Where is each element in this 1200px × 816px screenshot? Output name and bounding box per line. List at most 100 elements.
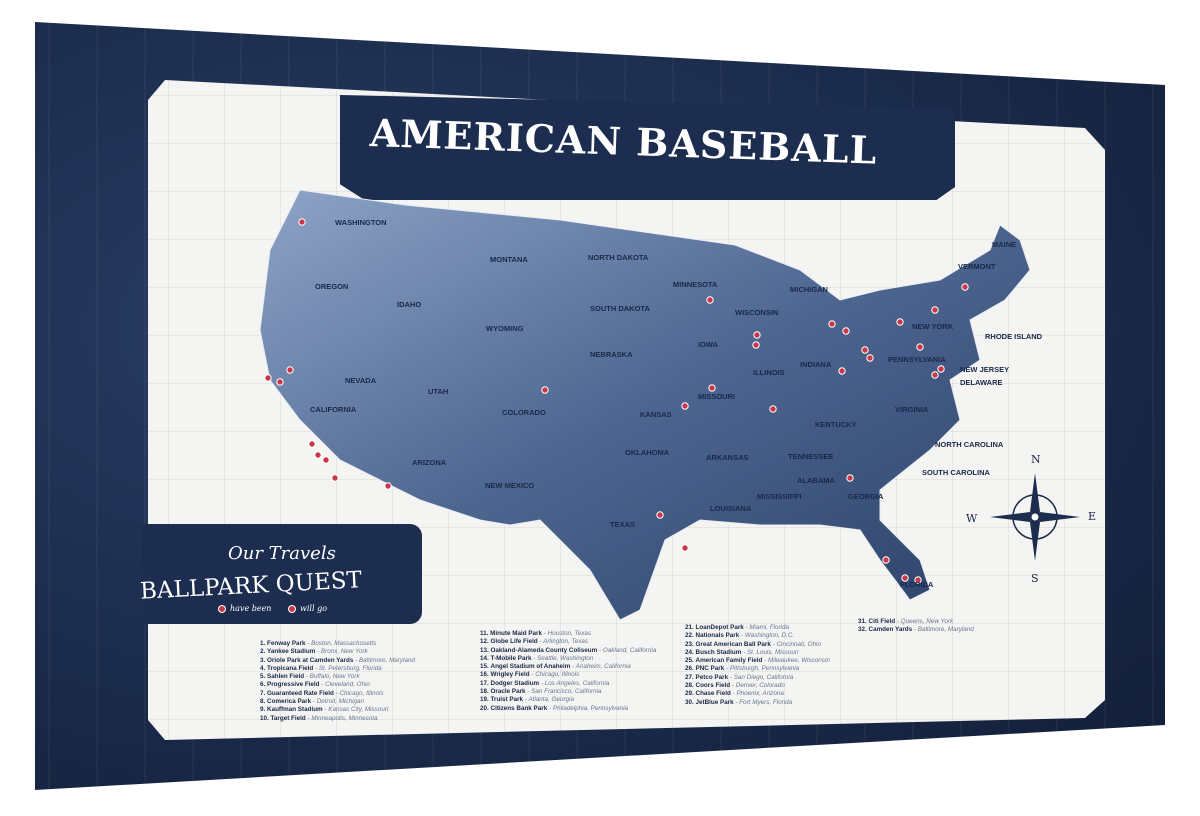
ballpark-location: Atlanta, Georgia [528,696,574,704]
title-banner [340,95,955,200]
ballpark-number: 3. [260,656,266,664]
state-label: OKLAHOMA [625,448,670,457]
ballpark-name: Oriole Park at Camden Yards [267,656,354,664]
ballpark-number: 13. [480,646,489,654]
state-label: IDAHO [397,300,422,309]
pin-icon [288,604,296,613]
ballpark-number: 16. [480,671,489,679]
ballpark-pin [298,218,306,226]
ballpark-number: 19. [480,696,489,704]
ballpark-list-col-2: 11. Minute Maid Park - Houston, Texas 12.… [480,630,656,713]
compass-s: S [1031,572,1039,585]
ballpark-location: St. Louis, Missouri [746,648,799,656]
ballpark-location: Cleveland, Ohio [325,681,370,689]
ballpark-list-col-4: 31. Citi Field - Queens, New York 32. Cam… [858,618,974,635]
ballpark-pin [753,331,761,339]
state-label: WASHINGTON [335,218,387,227]
ballpark-location: Phoenix, Arizona [736,690,784,698]
ballpark-pin [708,384,716,392]
ballpark-name: Busch Stadium [695,648,742,656]
ballpark-number: 5. [260,673,266,681]
ballpark-name: Great American Ball Park [695,640,771,648]
ballpark-location: Bronx, New York [320,648,368,656]
ballpark-list-item: 18. Oracle Park - San Francisco, Califor… [480,688,602,696]
ballpark-name: Truist Park [490,696,524,704]
ballpark-number: 18. [480,688,489,696]
ballpark-pin [914,576,922,584]
ballpark-list-item: 14. T-Mobile Park - Seattle, Washington [480,654,594,662]
ballpark-pin [882,556,890,564]
ballpark-location: Minneapolis, Minnesota [311,714,378,722]
ballpark-name: Chase Field [695,690,731,698]
pin-icon [218,604,226,613]
ballpark-name: Progressive Field [267,681,320,689]
ballpark-location: Los Angeles, California [544,679,610,687]
ballpark-name: American Family Field [695,657,763,665]
ballpark-location: St. Petersburg, Florida [318,664,382,672]
state-label: NORTH CAROLINA [935,440,1004,449]
ballpark-name: Guaranteed Rate Field [267,689,334,697]
ballpark-pin [541,386,549,394]
ballpark-list-item: 19. Truist Park - Atlanta, Georgia [480,696,574,704]
ballpark-list-item: 21. LoanDepot Park - Miami, Florida [685,624,789,631]
ballpark-name: Tropicana Field [267,664,314,672]
ballpark-name: JetBlue Park [695,698,734,706]
ballpark-list-col-3: 21. LoanDepot Park - Miami, Florida 22. N… [685,624,830,707]
state-label: MICHIGAN [790,285,828,294]
ballpark-location: Boston, Massachusetts [311,640,377,647]
ballpark-location: Detroit, Michigan [316,698,364,706]
compass-rose-icon [990,473,1080,561]
ballpark-location: Kansas City, Missouri [328,706,389,714]
ballpark-name: Sahlen Field [267,673,305,681]
ballpark-name: Camden Yards [868,626,913,634]
ballpark-location: Queens, New York [900,618,954,625]
ballpark-name: PNC Park [695,665,725,673]
ballpark-name: LoanDepot Park [695,624,744,631]
compass-n: N [1031,453,1041,466]
ballpark-list-item: 20. Citizens Bank Park - Philadelphia, P… [480,704,629,712]
ballpark-pin [308,440,316,448]
ballpark-number: 31. [858,618,867,625]
ballpark-pin [264,374,272,382]
ballpark-list-item: 2. Yankee Stadium - Bronx, New York [260,648,368,656]
ballpark-pin [931,371,939,379]
ballpark-list-item: 5. Sahlen Field - Buffalo, New York [260,673,360,681]
ballpark-number: 8. [260,698,266,706]
legend-will-go: will go [288,604,327,613]
state-label: LOUISIANA [710,504,752,513]
ballpark-name: Oracle Park [490,688,526,696]
ballpark-list-item: 17. Dodger Stadium - Los Angeles, Califo… [480,679,610,687]
state-label: NEBRASKA [590,350,633,359]
ballpark-number: 11. [480,630,489,637]
ballpark-list-item: 8. Comerica Park - Detroit, Michigan [260,698,364,706]
state-label: NEVADA [345,376,377,385]
ballpark-list-item: 9. Kauffman Stadium - Kansas City, Misso… [260,706,389,714]
ballpark-name: Coors Field [695,682,731,690]
state-label: NORTH DAKOTA [588,253,649,262]
ballpark-location: Cincinnati, Ohio [776,640,821,648]
ballpark-pin [322,456,330,464]
ballpark-number: 15. [480,663,489,671]
ballpark-list-item: 22. Nationals Park - Washington, D.C. [685,632,795,640]
ballpark-name: Petco Park [695,673,729,681]
ballpark-number: 27. [685,673,694,681]
ballpark-list-item: 26. PNC Park - Pittsburgh, Pennsylvania [685,665,800,673]
ballpark-list-item: 30. JetBlue Park - Fort Myers, Florida [685,698,793,706]
ballpark-list-item: 3. Oriole Park at Camden Yards - Baltimo… [260,656,415,664]
ballpark-location: San Francisco, California [531,688,602,696]
state-label: NEW JERSEY [960,365,1010,374]
ballpark-quest-banner [142,524,422,624]
state-label: IOWA [698,340,718,349]
ballpark-list-item: 31. Citi Field - Queens, New York [858,618,954,625]
ballpark-location: Houston, Texas [547,630,592,637]
ballpark-location: Seattle, Washington [537,654,594,662]
state-label: VIRGINIA [895,405,929,414]
ballpark-list-item: 27. Petco Park - San Diego, California [685,673,794,681]
ballpark-list-item: 25. American Family Field - Milwaukee, W… [685,657,830,665]
ballpark-list-item: 1. Fenway Park - Boston, Massachusetts [260,640,377,647]
compass-w: W [966,512,978,525]
ballpark-pin [276,378,284,386]
ballpark-name: Yankee Stadium [267,648,316,656]
ballpark-pin [752,341,760,349]
state-label: WISCONSIN [735,308,779,317]
